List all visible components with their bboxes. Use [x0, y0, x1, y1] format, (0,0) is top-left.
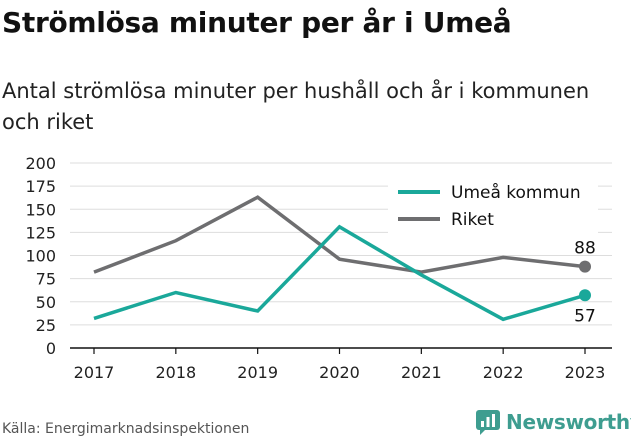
x-tick-label: 2021: [401, 363, 442, 382]
y-tick-label: 50: [36, 293, 56, 312]
legend-label-0: Umeå kommun: [451, 182, 581, 203]
series-end-label-1: 88: [574, 239, 596, 259]
x-tick-label: 2023: [565, 363, 606, 382]
y-tick-label: 125: [25, 223, 56, 242]
legend-label-1: Riket: [451, 210, 494, 230]
y-tick-label: 0: [46, 339, 56, 358]
y-tick-label: 75: [36, 270, 56, 289]
chart-title: Strömlösa minuter per år i Umeå: [2, 6, 512, 39]
y-tick-label: 100: [25, 247, 56, 266]
y-tick-label: 25: [36, 316, 56, 335]
series-end-point-1: [579, 260, 591, 273]
brand-logo: Newsworthy: [475, 405, 631, 439]
x-tick-label: 2017: [74, 363, 115, 382]
x-axis-ticks: 2017 2018 2019 2020 2021 2022 2023: [70, 347, 612, 382]
newsworthy-logo-icon: [476, 410, 500, 435]
x-tick-label: 2019: [237, 363, 278, 382]
series-lines: 57 88: [93, 195, 596, 326]
chart-subtitle: Antal strömlösa minuter per hushåll och …: [2, 79, 590, 134]
legend-background: [388, 178, 598, 234]
y-tick-label: 150: [25, 200, 56, 219]
legend: Umeå kommun Riket: [388, 178, 598, 234]
source-note: Källa: Energimarknadsinspektionen: [2, 421, 250, 437]
brand-name: Newsworthy: [506, 410, 631, 434]
x-tick-label: 2020: [319, 363, 360, 382]
series-line-0: [93, 224, 586, 322]
x-tick-label: 2022: [483, 363, 524, 382]
series-end-label-0: 57: [574, 306, 596, 326]
series-line-1: [93, 195, 586, 274]
y-axis-ticks: 0 25 50 75 100 125 150 175 200: [25, 154, 56, 358]
x-tick-label: 2018: [155, 363, 196, 382]
series-end-point-0: [579, 289, 591, 302]
y-tick-label: 200: [25, 154, 56, 173]
y-tick-label: 175: [25, 177, 56, 196]
